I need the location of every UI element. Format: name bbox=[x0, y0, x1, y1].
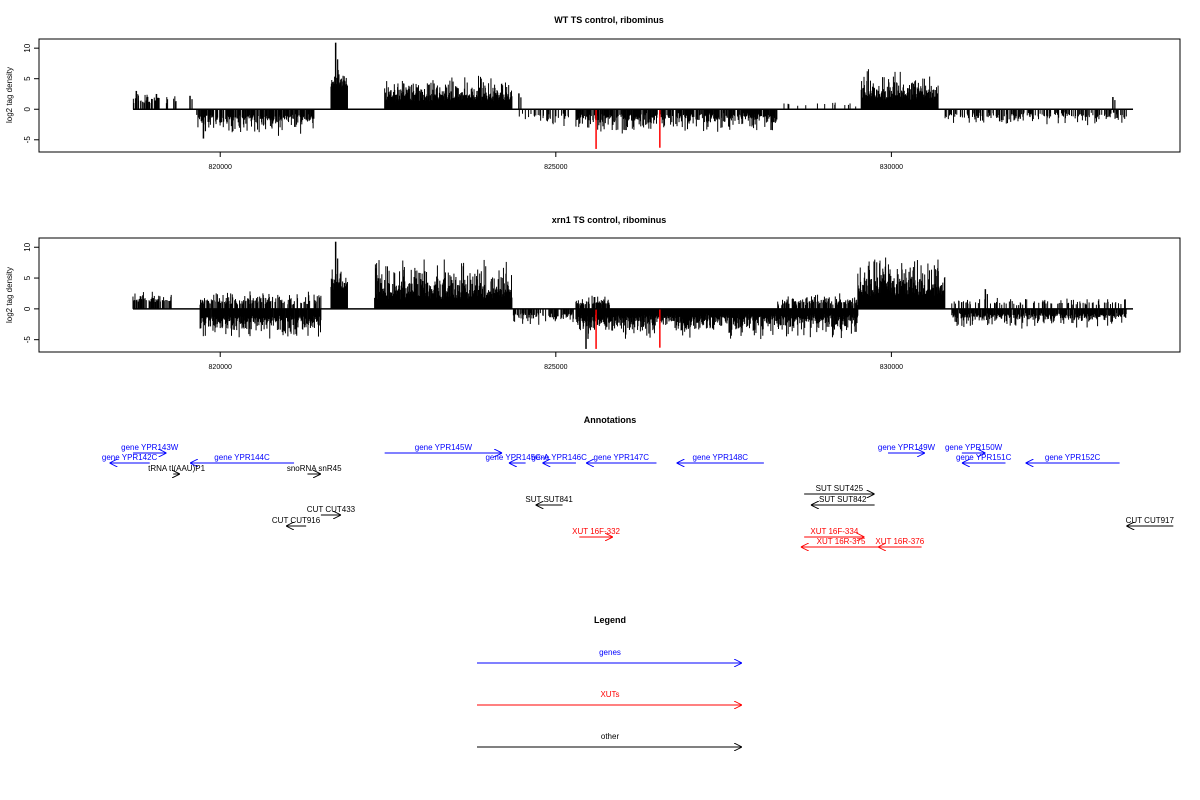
other-label: CUT CUT433 bbox=[307, 505, 356, 514]
y-tick-label: -5 bbox=[23, 136, 32, 144]
xrn1-coverage-panel: xrn1 TS control, ribominus log2 tag dens… bbox=[5, 215, 1181, 371]
x-axis: 820000 825000 830000 bbox=[209, 352, 903, 371]
y-tick-label: 0 bbox=[23, 106, 32, 111]
other-label: CUT CUT917 bbox=[1126, 516, 1175, 525]
plot-frame bbox=[38, 237, 1181, 353]
panel-title: xrn1 TS control, ribominus bbox=[552, 215, 667, 225]
panel-title: WT TS control, ribominus bbox=[554, 15, 664, 25]
other-label: CUT CUT916 bbox=[272, 516, 321, 525]
gene-label: gene YPR151C bbox=[956, 453, 1012, 462]
legend-other-label: other bbox=[601, 732, 620, 741]
plot-frame bbox=[38, 38, 1181, 153]
y-tick-label: 0 bbox=[23, 306, 32, 311]
x-tick-label: 830000 bbox=[880, 364, 903, 371]
y-axis-label: log2 tag density bbox=[5, 267, 14, 323]
coverage-bars bbox=[132, 241, 1127, 349]
gene-label: gene YPR152C bbox=[1045, 453, 1101, 462]
gene-label: gene YPR145W bbox=[415, 443, 473, 452]
other-label: snoRNA snR45 bbox=[287, 464, 342, 473]
x-axis: 820000 825000 830000 bbox=[209, 152, 903, 171]
y-axis-label: log2 tag density bbox=[5, 67, 14, 123]
annotations-title: Annotations bbox=[584, 415, 637, 425]
highlight-bars bbox=[595, 308, 661, 349]
gene-label: gene YPR143W bbox=[121, 443, 179, 452]
gene-label: gene YPR146C bbox=[531, 453, 587, 462]
y-tick-label: 5 bbox=[23, 275, 32, 280]
other-label: SUT SUT842 bbox=[819, 495, 867, 504]
gene-label: gene YPR145C-A bbox=[485, 453, 549, 462]
other-label: SUT SUT841 bbox=[525, 495, 573, 504]
y-tick-label: 10 bbox=[23, 43, 32, 52]
legend-title: Legend bbox=[594, 615, 626, 625]
xut-label: XUT 16F-334 bbox=[810, 527, 858, 536]
gene-label: gene YPR142C bbox=[102, 453, 158, 462]
y-tick-label: 5 bbox=[23, 76, 32, 81]
y-axis: -5 0 5 10 bbox=[23, 43, 39, 143]
y-tick-label: 10 bbox=[23, 242, 32, 251]
x-tick-label: 825000 bbox=[544, 364, 567, 371]
x-tick-label: 825000 bbox=[544, 164, 567, 171]
other-label: tRNA tI(AAU)P1 bbox=[148, 464, 205, 473]
other-label: SUT SUT425 bbox=[816, 484, 864, 493]
legend-gene-label: genes bbox=[599, 648, 621, 657]
xut-label: XUT 16R-376 bbox=[875, 537, 924, 546]
gene-label: gene YPR148C bbox=[693, 453, 749, 462]
highlight-bars bbox=[595, 109, 661, 149]
gene-label: gene YPR149W bbox=[878, 443, 936, 452]
x-tick-label: 820000 bbox=[209, 364, 232, 371]
y-tick-label: -5 bbox=[23, 336, 32, 344]
legend-xut-label: XUTs bbox=[600, 690, 619, 699]
gene-label: gene YPR144C bbox=[214, 453, 270, 462]
coverage-bars bbox=[132, 42, 1127, 139]
legend: genes XUTs other bbox=[477, 648, 742, 747]
gene-label: gene YPR150W bbox=[945, 443, 1003, 452]
x-tick-label: 820000 bbox=[209, 164, 232, 171]
xut-label: XUT 16R-375 bbox=[817, 537, 866, 546]
gene-label: gene YPR147C bbox=[594, 453, 650, 462]
x-tick-label: 830000 bbox=[880, 164, 903, 171]
xut-label: XUT 16F-332 bbox=[572, 527, 620, 536]
wt-coverage-panel: WT TS control, ribominus log2 tag densit… bbox=[5, 15, 1181, 171]
y-axis: -5 0 5 10 bbox=[23, 242, 39, 343]
